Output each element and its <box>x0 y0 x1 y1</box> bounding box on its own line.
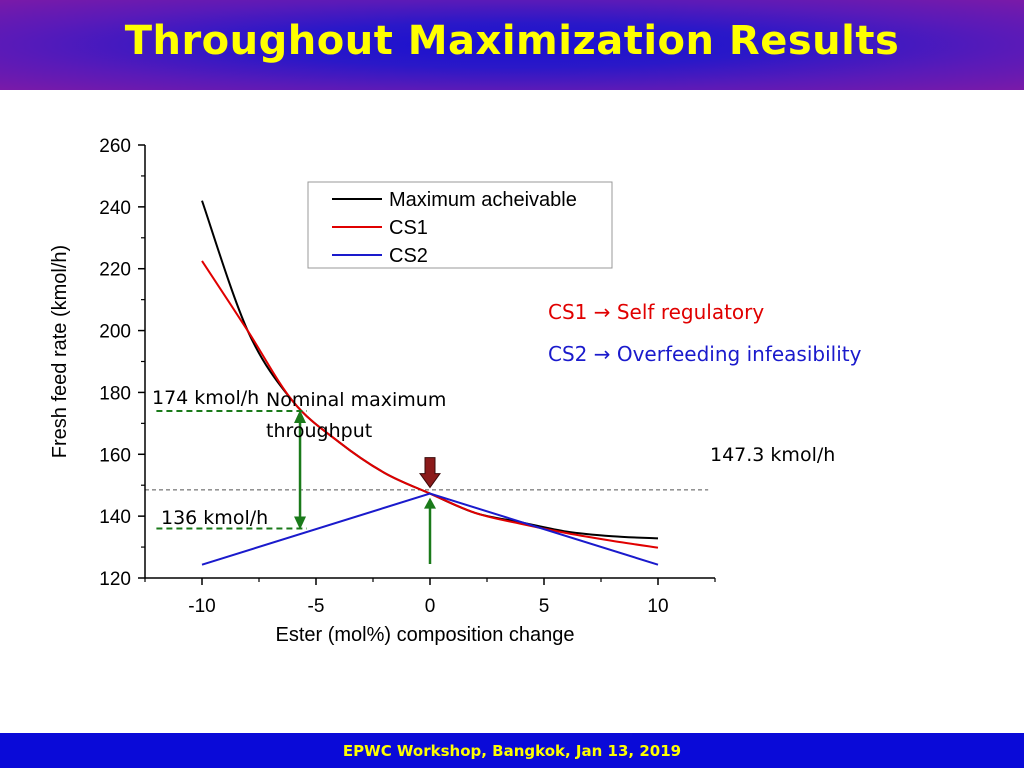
x-axis-title: Ester (mol%) composition change <box>275 624 574 646</box>
legend-label: CS2 <box>389 245 428 267</box>
x-tick-label: -5 <box>308 596 325 617</box>
up-arrow-head <box>424 497 436 509</box>
nominal-label-line1: Nominal maximum <box>266 389 447 411</box>
range-arrow-head-down <box>294 516 307 530</box>
title-banner: Throughout Maximization Results <box>0 0 1024 90</box>
x-tick-label: 0 <box>425 596 436 617</box>
legend-box <box>307 181 613 269</box>
x-tick-label: -10 <box>188 596 215 617</box>
y-tick-label: 260 <box>99 136 131 157</box>
y-tick-label: 220 <box>99 260 131 281</box>
slide-title: Throughout Maximization Results <box>124 18 900 64</box>
cs2-note: CS2 → Overfeeding infeasibility <box>548 342 862 366</box>
label-174: 174 kmol/h <box>152 387 260 409</box>
y-axis-title: Fresh feed rate (kmol/h) <box>49 245 71 458</box>
label-136: 136 kmol/h <box>161 507 269 529</box>
label-147: 147.3 kmol/h <box>710 444 836 466</box>
footer-bar: EPWC Workshop, Bangkok, Jan 13, 2019 <box>0 733 1024 768</box>
range-arrow-head-up <box>294 409 307 423</box>
x-tick-label: 10 <box>647 596 668 617</box>
down-arrow-marker <box>419 457 441 489</box>
x-tick-label: 5 <box>539 596 550 617</box>
y-tick-label: 180 <box>99 383 131 404</box>
series-line-cs1 <box>201 260 659 549</box>
nominal-label-line2: throughput <box>266 420 373 442</box>
y-tick-label: 160 <box>99 445 131 466</box>
cs1-note: CS1 → Self regulatory <box>548 300 765 324</box>
footer-text: EPWC Workshop, Bangkok, Jan 13, 2019 <box>342 742 682 760</box>
y-tick-label: 140 <box>99 507 131 528</box>
y-tick-label: 120 <box>99 569 131 590</box>
legend-label: CS1 <box>389 217 428 239</box>
series-line-cs2 <box>201 492 659 566</box>
legend-label: Maximum acheivable <box>389 189 577 211</box>
y-tick-label: 200 <box>99 322 131 343</box>
y-tick-label: 240 <box>99 198 131 219</box>
